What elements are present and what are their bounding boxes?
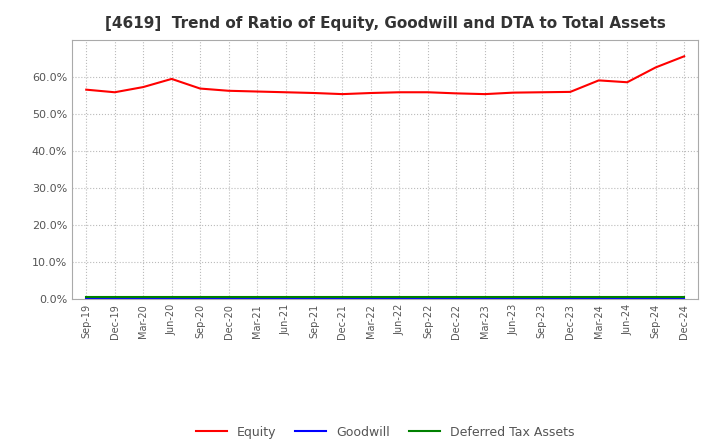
Equity <box>566 89 575 95</box>
Equity <box>623 80 631 85</box>
Deferred Tax Assets <box>537 295 546 300</box>
Deferred Tax Assets <box>566 295 575 300</box>
Goodwill <box>595 297 603 302</box>
Goodwill <box>452 297 461 302</box>
Goodwill <box>282 297 290 302</box>
Deferred Tax Assets <box>480 295 489 300</box>
Title: [4619]  Trend of Ratio of Equity, Goodwill and DTA to Total Assets: [4619] Trend of Ratio of Equity, Goodwil… <box>105 16 665 32</box>
Deferred Tax Assets <box>110 295 119 300</box>
Goodwill <box>225 297 233 302</box>
Deferred Tax Assets <box>196 295 204 300</box>
Goodwill <box>338 297 347 302</box>
Goodwill <box>652 297 660 302</box>
Equity <box>282 90 290 95</box>
Goodwill <box>196 297 204 302</box>
Goodwill <box>509 297 518 302</box>
Deferred Tax Assets <box>423 295 432 300</box>
Deferred Tax Assets <box>82 295 91 300</box>
Goodwill <box>110 297 119 302</box>
Goodwill <box>253 297 261 302</box>
Goodwill <box>537 297 546 302</box>
Goodwill <box>366 297 375 302</box>
Deferred Tax Assets <box>652 295 660 300</box>
Equity <box>225 88 233 93</box>
Deferred Tax Assets <box>395 295 404 300</box>
Equity <box>196 86 204 91</box>
Equity <box>423 90 432 95</box>
Goodwill <box>480 297 489 302</box>
Deferred Tax Assets <box>282 295 290 300</box>
Equity <box>253 89 261 94</box>
Equity <box>652 65 660 70</box>
Equity <box>680 54 688 59</box>
Goodwill <box>680 297 688 302</box>
Equity <box>395 90 404 95</box>
Equity <box>366 90 375 95</box>
Line: Equity: Equity <box>86 56 684 94</box>
Deferred Tax Assets <box>167 295 176 300</box>
Goodwill <box>623 297 631 302</box>
Deferred Tax Assets <box>139 295 148 300</box>
Goodwill <box>167 297 176 302</box>
Equity <box>82 87 91 92</box>
Equity <box>338 92 347 97</box>
Equity <box>167 76 176 81</box>
Equity <box>310 90 318 95</box>
Deferred Tax Assets <box>366 295 375 300</box>
Equity <box>595 78 603 83</box>
Deferred Tax Assets <box>595 295 603 300</box>
Equity <box>480 92 489 97</box>
Goodwill <box>566 297 575 302</box>
Deferred Tax Assets <box>310 295 318 300</box>
Legend: Equity, Goodwill, Deferred Tax Assets: Equity, Goodwill, Deferred Tax Assets <box>191 421 580 440</box>
Goodwill <box>310 297 318 302</box>
Equity <box>110 90 119 95</box>
Equity <box>537 90 546 95</box>
Goodwill <box>82 297 91 302</box>
Deferred Tax Assets <box>253 295 261 300</box>
Deferred Tax Assets <box>338 295 347 300</box>
Deferred Tax Assets <box>225 295 233 300</box>
Goodwill <box>423 297 432 302</box>
Goodwill <box>395 297 404 302</box>
Deferred Tax Assets <box>509 295 518 300</box>
Goodwill <box>139 297 148 302</box>
Deferred Tax Assets <box>623 295 631 300</box>
Equity <box>452 91 461 96</box>
Equity <box>509 90 518 95</box>
Equity <box>139 84 148 90</box>
Deferred Tax Assets <box>680 295 688 300</box>
Deferred Tax Assets <box>452 295 461 300</box>
